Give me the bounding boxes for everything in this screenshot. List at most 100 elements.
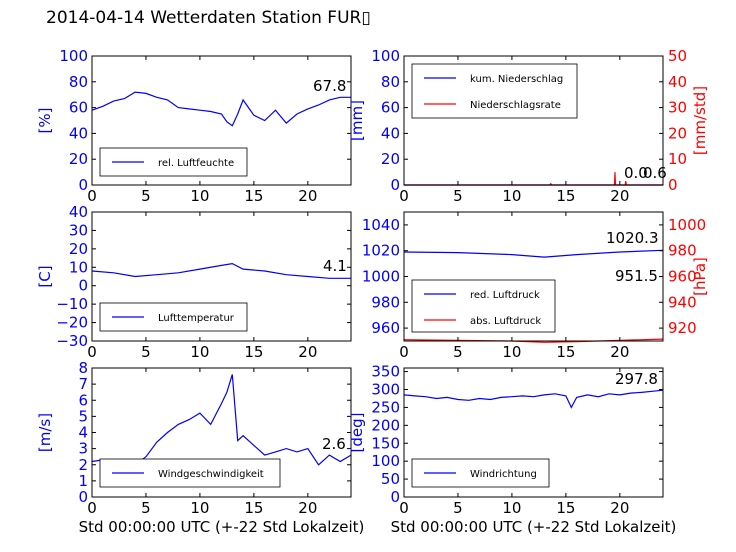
chart-2-frame	[91, 211, 352, 342]
chart-0-xtick-label-3: 15	[244, 187, 263, 205]
chart-5-ytick-label-4: 200	[371, 416, 400, 434]
chart-4-ytick-label-0: 0	[78, 488, 88, 506]
chart-2-ytick-label-6: 30	[69, 221, 88, 239]
chart-2-legend-label-0: Lufttemperatur	[158, 313, 235, 324]
chart-0-ytick-label-2: 40	[69, 124, 88, 142]
chart-3-ytick-label-1: 980	[371, 293, 400, 311]
chart-2-xtick-label-1: 5	[141, 343, 151, 361]
chart-5-xtick-label-2: 10	[502, 499, 521, 517]
chart-2-ytick-label-4: 10	[69, 258, 88, 276]
chart-4-legend-label-0: Windgeschwindigkeit	[158, 469, 264, 480]
chart-1-xtick-label-4: 20	[610, 187, 629, 205]
chart-3-xtick-label-2: 10	[502, 343, 521, 361]
chart-1-annotation2: 0.6	[643, 164, 667, 182]
chart-5-ytick-label-6: 300	[371, 381, 400, 399]
chart-2-xtick-label-0: 0	[87, 343, 97, 361]
chart-3-ytick-label-4: 1040	[362, 216, 400, 234]
chart-0-xtick-label-1: 5	[141, 187, 151, 205]
chart-4-series-0	[91, 374, 352, 469]
chart-3-ytick-right-label-3: 980	[668, 242, 697, 260]
chart-5-ytick-label-0: 0	[390, 488, 400, 506]
chart-0-ytick-label-1: 20	[69, 150, 88, 168]
chart-4-annotation: 2.6	[322, 435, 346, 453]
chart-4-ytick-label-1: 1	[78, 472, 88, 490]
chart-2-ytick-label-0: −30	[56, 332, 88, 350]
chart-3-legend-label-0: red. Luftdruck	[470, 290, 540, 301]
chart-4-xlabel: Std 00:00:00 UTC (+-22 Std Lokalzeit)	[79, 518, 365, 536]
chart-2-ytick-label-3: 0	[78, 277, 88, 295]
chart-1-ytick-label-4: 80	[381, 73, 400, 91]
chart-4-xtick-label-0: 0	[87, 499, 97, 517]
chart-2-ytick-label-7: 40	[69, 203, 88, 221]
chart-1-ytick-label-5: 100	[371, 47, 400, 65]
chart-1-ytick-right-label-2: 20	[668, 124, 687, 142]
chart-0-xtick-label-0: 0	[87, 187, 97, 205]
chart-1-ytick-right-label-1: 10	[668, 150, 687, 168]
chart-2-xtick-label-2: 10	[190, 343, 209, 361]
chart-3-ytick-label-0: 960	[371, 319, 400, 337]
chart-3-ytick-label-2: 1000	[362, 268, 400, 286]
chart-0-ytick-label-4: 80	[69, 73, 88, 91]
chart-0-annotation: 67.8	[313, 77, 346, 95]
chart-3-ytick-right-label-1: 940	[668, 293, 697, 311]
chart-2-ytick-label-5: 20	[69, 240, 88, 258]
chart-5-ytick-label-7: 350	[371, 363, 400, 381]
chart-2-annotation: 4.1	[323, 257, 347, 275]
chart-0-frame	[91, 55, 352, 186]
chart-1-ylabel: [mm]	[348, 100, 366, 141]
chart-1-annotation: 0.0	[624, 164, 648, 182]
chart-0-legend-label-0: rel. Luftfeuchte	[158, 158, 234, 169]
chart-2-ytick-label-1: −20	[56, 314, 88, 332]
chart-4-xtick-label-2: 10	[190, 499, 209, 517]
chart-5-xtick-label-1: 5	[453, 499, 463, 517]
chart-4-ytick-label-4: 4	[78, 424, 88, 442]
chart-5-ytick-label-3: 150	[371, 434, 400, 452]
chart-4-ylabel: [m/s]	[36, 413, 54, 452]
chart-5-ylabel: [deg]	[348, 413, 366, 453]
chart-2-xtick-label-3: 15	[244, 343, 263, 361]
chart-1-ylabel-right: [mm/std]	[691, 86, 709, 155]
chart-1-ytick-label-2: 40	[381, 124, 400, 142]
chart-3-legend-label-1: abs. Luftdruck	[470, 316, 541, 327]
chart-3-annotation: 1020.3	[606, 229, 659, 247]
chart-3-ytick-label-3: 1020	[362, 242, 400, 260]
chart-0-ylabel: [%]	[36, 108, 54, 134]
chart-0-ytick-label-5: 100	[59, 47, 88, 65]
chart-5-series-0	[403, 389, 664, 409]
chart-0-ytick-label-3: 60	[69, 99, 88, 117]
chart-3-annotation2: 951.5	[615, 267, 658, 285]
chart-1-xtick-label-2: 10	[502, 187, 521, 205]
chart-5-frame	[403, 367, 664, 498]
chart-1-legend-label-1: Niederschlagsrate	[470, 100, 561, 111]
figure-title-text: 2014-04-14 Wetterdaten Station FUR	[46, 8, 362, 28]
chart-3-xtick-label-3: 15	[556, 343, 575, 361]
chart-5-ytick-label-2: 100	[371, 452, 400, 470]
chart-3-ylabel-right: [hPa]	[691, 257, 709, 296]
chart-5-annotation: 297.8	[615, 370, 658, 388]
chart-1-ytick-right-label-0: 0	[668, 176, 678, 194]
chart-2-ylabel: [C]	[36, 265, 54, 287]
chart-2-xtick-label-4: 20	[298, 343, 317, 361]
chart-4-ytick-label-5: 5	[78, 407, 88, 425]
chart-3-ytick-right-label-2: 960	[668, 268, 697, 286]
chart-1-xtick-label-1: 5	[453, 187, 463, 205]
chart-1-ytick-label-1: 20	[381, 150, 400, 168]
chart-1-legend-label-0: kum. Niederschlag	[470, 74, 563, 85]
chart-1-ytick-label-3: 60	[381, 99, 400, 117]
chart-3-ytick-right-label-4: 1000	[668, 216, 706, 234]
chart-1-xtick-label-0: 0	[399, 187, 409, 205]
title-glyph: ▯	[361, 8, 371, 28]
chart-4-ytick-label-3: 3	[78, 440, 88, 458]
chart-5-xtick-label-0: 0	[399, 499, 409, 517]
chart-3-legend-box	[411, 279, 556, 333]
chart-5-xtick-label-3: 15	[556, 499, 575, 517]
chart-4-xtick-label-3: 15	[244, 499, 263, 517]
chart-0-xtick-label-4: 20	[298, 187, 317, 205]
chart-1-ytick-right-label-5: 50	[668, 47, 687, 65]
chart-3-xtick-label-1: 5	[453, 343, 463, 361]
chart-0-ytick-label-0: 0	[78, 176, 88, 194]
chart-1-ytick-right-label-4: 40	[668, 73, 687, 91]
figure-title: 2014-04-14 Wetterdaten Station FUR▯	[46, 8, 371, 28]
chart-1-series-1	[404, 172, 663, 186]
chart-4-ytick-label-8: 8	[78, 359, 88, 377]
